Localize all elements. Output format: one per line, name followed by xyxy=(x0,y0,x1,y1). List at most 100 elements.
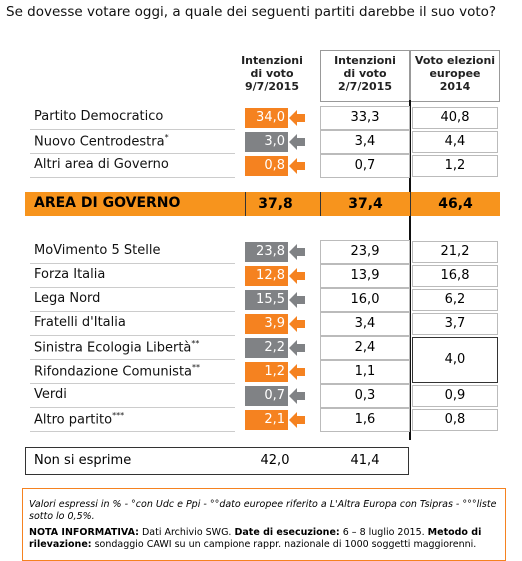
cell: 2,4 xyxy=(320,336,410,360)
cell: 3,4 xyxy=(320,312,410,336)
cell: 3,7 xyxy=(412,313,498,335)
total-value: 37,4 xyxy=(320,192,410,216)
trend-arrow xyxy=(289,292,305,308)
total-name: AREA DI GOVERNO xyxy=(34,195,181,211)
cell: 0,9 xyxy=(412,385,498,407)
cell: 33,3 xyxy=(320,106,410,130)
note: ** xyxy=(192,363,201,372)
cell: 0,3 xyxy=(320,384,410,408)
cell: 1,6 xyxy=(320,408,410,432)
column-header: di voto xyxy=(250,67,294,80)
trend-arrow xyxy=(289,316,305,332)
value-box: 15,5 xyxy=(245,290,288,310)
none-box xyxy=(25,447,409,475)
cell: 0,7 xyxy=(320,154,410,178)
row-line xyxy=(30,153,235,154)
cell: 1,1 xyxy=(320,360,410,384)
total-value: 37,8 xyxy=(245,192,305,216)
party: Nuovo Centrodestra xyxy=(34,134,165,150)
party: Rifondazione Comunista xyxy=(34,364,193,380)
column-header: Intenzioni xyxy=(334,54,396,67)
cell: 16,8 xyxy=(412,265,498,287)
trend-arrow xyxy=(289,134,305,150)
row-name: Sinistra Ecologia Libertà** xyxy=(34,339,199,355)
row-line xyxy=(30,383,235,384)
info: Dati Archivio SWG. xyxy=(141,527,232,538)
row-line xyxy=(30,177,235,178)
party: Partito Democratico xyxy=(34,109,164,124)
note: *** xyxy=(112,411,125,420)
note: ** xyxy=(191,339,200,348)
column-header: Intenzioni xyxy=(241,54,303,67)
none-value: 41,4 xyxy=(350,453,380,468)
cell: 4,4 xyxy=(412,131,498,153)
cell: 1,2 xyxy=(412,155,498,177)
column-header: europee xyxy=(429,67,481,80)
column-header: 9/7/2015 xyxy=(245,80,299,93)
row-line xyxy=(30,129,235,130)
note: * xyxy=(164,133,169,142)
cell: 0,8 xyxy=(412,409,498,431)
date-label: Date di esecuzione: xyxy=(234,527,340,538)
column-header: 2014 xyxy=(439,80,471,93)
party: MoVimento 5 Stelle xyxy=(34,243,161,258)
value-box: 34,0 xyxy=(245,108,288,128)
value-box: 3,0 xyxy=(245,132,288,152)
row-line xyxy=(30,431,235,432)
party: Lega Nord xyxy=(34,291,101,306)
row-name: Fratelli d'Italia xyxy=(34,315,126,330)
value-box: 3,9 xyxy=(245,314,288,334)
trend-arrow xyxy=(289,268,305,284)
value-box: 2,2 xyxy=(245,338,288,358)
total-value: 46,4 xyxy=(410,192,500,216)
cell: 21,2 xyxy=(412,241,498,263)
divider xyxy=(409,100,411,440)
row-name: Partito Democratico xyxy=(34,109,163,124)
row-line xyxy=(30,335,235,336)
trend-arrow xyxy=(289,244,305,260)
footer-box: Valori espressi in % - °con Udc e Ppi - … xyxy=(22,488,506,561)
value-box: 23,8 xyxy=(245,242,288,262)
header-box xyxy=(320,50,410,102)
header-box xyxy=(410,50,500,102)
row-line xyxy=(30,311,235,312)
cell: 16,0 xyxy=(320,288,410,312)
row-line xyxy=(30,287,235,288)
column-header: 2/7/2015 xyxy=(338,80,392,93)
trend-arrow xyxy=(289,110,305,126)
row-name: Verdi xyxy=(34,387,67,402)
trend-arrow xyxy=(289,158,305,174)
cell: 40,8 xyxy=(412,107,498,129)
value-box: 12,8 xyxy=(245,266,288,286)
none-value: 42,0 xyxy=(260,453,290,468)
value-box: 1,2 xyxy=(245,362,288,382)
column-header: di voto xyxy=(343,67,387,80)
row-line xyxy=(30,359,235,360)
method: sondaggio CAWI su un campione rappr. naz… xyxy=(94,539,477,550)
trend-arrow xyxy=(289,340,305,356)
party: Altro partito xyxy=(34,412,113,428)
method-label: Metodo di rilevazione: xyxy=(29,527,482,550)
trend-arrow xyxy=(289,364,305,380)
trend-arrow xyxy=(289,412,305,428)
date: 6 – 8 luglio 2015. xyxy=(342,527,425,538)
cell: 13,9 xyxy=(320,264,410,288)
value-box: 0,7 xyxy=(245,386,288,406)
footer-notes: Valori espressi in % - °con Udc e Ppi - … xyxy=(29,499,497,522)
trend-arrow xyxy=(289,388,305,404)
row-name: Altri area di Governo xyxy=(34,157,169,172)
row-line xyxy=(30,263,235,264)
row-name: Forza Italia xyxy=(34,267,105,282)
value-box: 2,1 xyxy=(245,410,288,430)
footer-info: NOTA INFORMATIVA: Dati Archivio SWG. Dat… xyxy=(29,527,499,551)
row-name: Rifondazione Comunista** xyxy=(34,363,200,379)
row-name: Nuovo Centrodestra* xyxy=(34,133,169,149)
none-name: Non si esprime xyxy=(34,453,132,468)
row-name: Lega Nord xyxy=(34,291,100,306)
info-label: NOTA INFORMATIVA: xyxy=(29,527,139,538)
row-name: Altro partito*** xyxy=(34,411,124,427)
title: Se dovesse votare oggi, a quale dei segu… xyxy=(6,4,497,20)
cell: 23,9 xyxy=(320,240,410,264)
party: Verdi xyxy=(34,387,67,402)
